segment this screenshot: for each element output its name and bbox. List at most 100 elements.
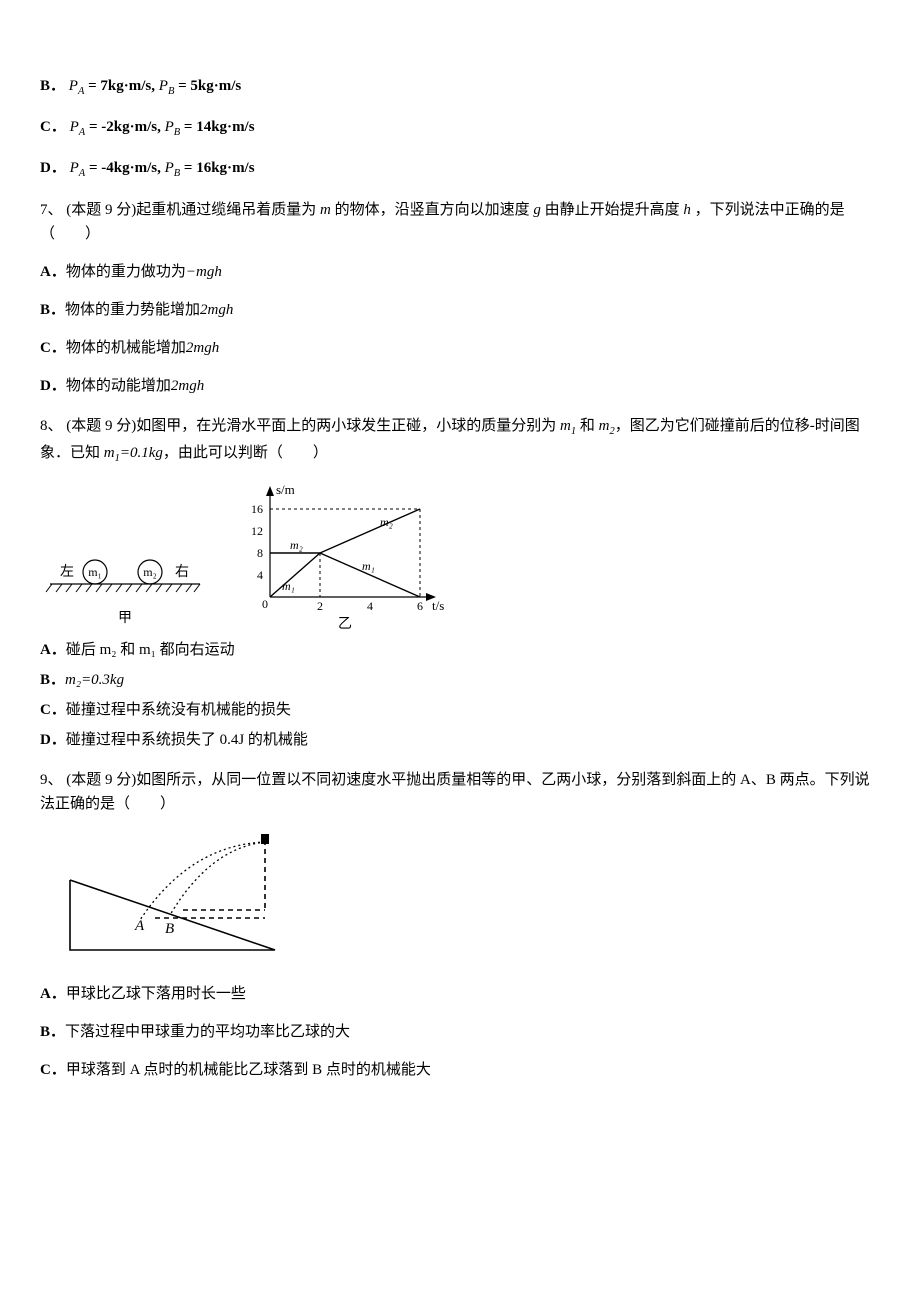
q8-fig2-m1-after: m₁	[362, 559, 375, 573]
q6-option-d: D． PA = -4kg·m/s, PB = 16kg·m/s	[40, 156, 880, 183]
q6-d-eq1: = -4kg·m/s,	[85, 160, 164, 176]
q9-points: (本题 9 分)	[66, 772, 136, 788]
q6-option-b: B． PA = 7kg·m/s, PB = 5kg·m/s	[40, 74, 880, 101]
q7-b-text: 物体的重力势能增加	[65, 302, 200, 318]
q8-m1val: =0.1kg	[120, 445, 163, 461]
q8-fig2-m2-before: m₂	[290, 538, 303, 552]
q8-fig2-xlabel: t/s	[432, 598, 444, 613]
q8-fig1-caption: 甲	[118, 611, 132, 626]
q8-ytick-16: 16	[251, 502, 263, 516]
q8-a-label: A．	[40, 642, 66, 658]
q7-c-label: C．	[40, 340, 66, 356]
q7-num: 7、	[40, 202, 63, 218]
q7-option-d: D．物体的动能增加2mgh	[40, 374, 880, 398]
q7-d-label: D．	[40, 378, 66, 394]
q9-option-a: A．甲球比乙球下落用时长一些	[40, 982, 880, 1006]
q8-option-a: A．碰后 m₂ 和 m₁ 都向右运动	[40, 638, 880, 662]
q8-fig2-ylabel: s/m	[276, 482, 295, 497]
q8-ytick-12: 12	[251, 524, 263, 538]
q6-option-c: C． PA = -2kg·m/s, PB = 14kg·m/s	[40, 115, 880, 142]
q8-figure-yi: s/m t/s 0 4 8 12 16 2 4 6 m₁ m₂ m₂ m₁ 乙	[240, 482, 450, 632]
q8-b-label: B．	[40, 672, 65, 688]
q6-opt-b-label: B．	[40, 78, 65, 94]
q7-stem-b: 的物体，沿竖直方向以加速度	[331, 202, 534, 218]
q6-c-eq1: = -2kg·m/s,	[85, 119, 164, 135]
q8-m2: m	[599, 418, 610, 434]
q7-m: m	[320, 202, 331, 218]
q8-d-text: 碰撞过程中系统损失了 0.4J 的机械能	[66, 732, 308, 748]
q8-fig2-origin: 0	[262, 597, 268, 611]
q9-c-label: C．	[40, 1062, 66, 1078]
q7-b-expr: 2mgh	[200, 302, 233, 318]
q7-option-c: C．物体的机械能增加2mgh	[40, 336, 880, 360]
q8-fig2-m2-after: m₂	[380, 515, 393, 529]
q8-b-text: m₂=0.3kg	[65, 672, 124, 688]
q7-points: (本题 9 分)	[66, 202, 136, 218]
q7-a-expr: −mgh	[186, 264, 222, 280]
q8-fig1-right: 右	[175, 564, 189, 580]
q8-figure-jia: m₁ m₂ 左 右 甲	[40, 522, 210, 632]
q7-g: g	[533, 202, 541, 218]
q8-fig1-m1: m₁	[88, 565, 102, 579]
q6-c-pa: P	[70, 119, 79, 135]
q8-m1: m	[560, 418, 571, 434]
q7-stem-a: 起重机通过缆绳吊着质量为	[136, 202, 320, 218]
q8-ytick-4: 4	[257, 568, 263, 582]
q9-c-text: 甲球落到 A 点时的机械能比乙球落到 B 点时的机械能大	[66, 1062, 431, 1078]
q8-stem-d: ，由此可以判断（ ）	[163, 445, 328, 461]
q8-points: (本题 9 分)	[66, 418, 136, 434]
q6-b-eq1: = 7kg·m/s,	[84, 78, 158, 94]
q8-d-label: D．	[40, 732, 66, 748]
q6-c-eq2: = 14kg·m/s	[180, 119, 254, 135]
q7-option-b: B．物体的重力势能增加2mgh	[40, 298, 880, 322]
q6-b-eq2: = 5kg·m/s	[174, 78, 241, 94]
q8-m1eq: m	[104, 445, 115, 461]
q9-num: 9、	[40, 772, 63, 788]
q6-b-pb: P	[159, 78, 168, 94]
q7-a-text: 物体的重力做功为	[66, 264, 186, 280]
q9-option-c: C．甲球落到 A 点时的机械能比乙球落到 B 点时的机械能大	[40, 1058, 880, 1082]
q8-c-label: C．	[40, 702, 66, 718]
q8-stem: 8、 (本题 9 分)如图甲，在光滑水平面上的两小球发生正碰，小球的质量分别为 …	[40, 414, 880, 468]
q9-fig-a: A	[134, 918, 145, 934]
q8-option-b: B．m₂=0.3kg	[40, 668, 880, 692]
q8-xtick-4: 4	[367, 599, 373, 613]
q9-fig-b: B	[165, 921, 174, 937]
q8-stem-b: 和	[576, 418, 599, 434]
q8-option-c: C．碰撞过程中系统没有机械能的损失	[40, 698, 880, 722]
q8-a-text: 碰后 m₂ 和 m₁ 都向右运动	[66, 642, 235, 658]
q6-d-eq2: = 16kg·m/s	[180, 160, 254, 176]
q7-b-label: B．	[40, 302, 65, 318]
q6-d-pa: P	[70, 160, 79, 176]
q7-a-label: A．	[40, 264, 66, 280]
q8-fig1-m2: m₂	[143, 565, 157, 579]
q7-stem-c: 由静止开始提升高度	[541, 202, 684, 218]
q6-opt-c-label: C．	[40, 119, 66, 135]
q7-d-text: 物体的动能增加	[66, 378, 171, 394]
q8-ytick-8: 8	[257, 546, 263, 560]
q8-figures: m₁ m₂ 左 右 甲 s/m t/s 0 4 8 12 16 2 4 6	[40, 482, 880, 632]
q9-stem: 9、 (本题 9 分)如图所示，从同一位置以不同初速度水平抛出质量相等的甲、乙两…	[40, 768, 880, 816]
q7-c-text: 物体的机械能增加	[66, 340, 186, 356]
q8-c-text: 碰撞过程中系统没有机械能的损失	[66, 702, 291, 718]
q9-option-b: B．下落过程中甲球重力的平均功率比乙球的大	[40, 1020, 880, 1044]
q6-c-pb: P	[165, 119, 174, 135]
q8-fig1-left: 左	[60, 564, 74, 580]
q7-stem: 7、 (本题 9 分)起重机通过缆绳吊着质量为 m 的物体，沿竖直方向以加速度 …	[40, 198, 880, 246]
q6-b-pa: P	[69, 78, 78, 94]
q7-d-expr: 2mgh	[171, 378, 204, 394]
q8-option-d: D．碰撞过程中系统损失了 0.4J 的机械能	[40, 728, 880, 752]
q6-opt-d-label: D．	[40, 160, 66, 176]
q8-xtick-2: 2	[317, 599, 323, 613]
q7-option-a: A．物体的重力做功为−mgh	[40, 260, 880, 284]
q9-figure: A B	[40, 830, 290, 960]
q8-xtick-6: 6	[417, 599, 423, 613]
q9-a-label: A．	[40, 986, 66, 1002]
q8-fig2-caption: 乙	[338, 616, 352, 632]
q7-c-expr: 2mgh	[186, 340, 219, 356]
q9-a-text: 甲球比乙球下落用时长一些	[66, 986, 246, 1002]
q9-stem-text: 如图所示，从同一位置以不同初速度水平抛出质量相等的甲、乙两小球，分别落到斜面上的…	[40, 772, 870, 812]
q8-stem-a: 如图甲，在光滑水平面上的两小球发生正碰，小球的质量分别为	[136, 418, 560, 434]
q6-d-pb: P	[165, 160, 174, 176]
q7-h: h	[683, 202, 691, 218]
